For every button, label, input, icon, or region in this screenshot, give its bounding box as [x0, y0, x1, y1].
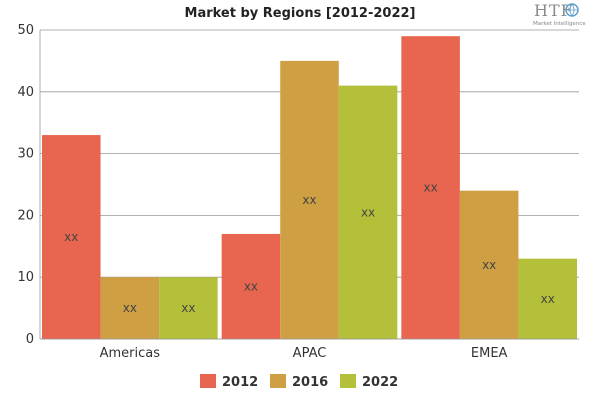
chart-title: Market by Regions [2012-2022]	[185, 6, 416, 21]
legend-swatch-2016	[270, 374, 286, 388]
x-tick-label: Americas	[100, 346, 161, 361]
y-axis: 0 10 20 30 40 50	[17, 23, 41, 347]
legend-label-2016: 2016	[292, 375, 328, 390]
bars	[42, 36, 577, 340]
bar-2012-americas	[42, 135, 101, 339]
data-label: xx	[64, 230, 78, 244]
x-axis: Americas APAC EMEA	[40, 338, 579, 361]
bar-2016-americas	[100, 277, 160, 339]
y-tick-label: 30	[17, 147, 34, 162]
y-tick-label: 10	[17, 270, 34, 285]
bar-2012-apac	[221, 233, 281, 339]
bar-2016-apac	[280, 60, 339, 340]
logo-subtext: Market Intelligence	[533, 21, 586, 27]
data-label: xx	[482, 258, 496, 272]
legend: 2012 2016 2022	[200, 374, 398, 390]
bar-2016-emea	[459, 190, 519, 339]
bar-2022-apac	[338, 85, 398, 340]
legend-label-2012: 2012	[222, 375, 258, 390]
data-label: xx	[541, 292, 555, 306]
y-tick-label: 40	[17, 85, 34, 100]
logo-text: HTF	[534, 1, 573, 20]
legend-label-2022: 2022	[362, 375, 398, 390]
x-tick-label: APAC	[293, 346, 327, 361]
y-tick-label: 50	[17, 23, 34, 38]
y-tick-label: 20	[17, 208, 34, 223]
data-label: xx	[424, 181, 438, 195]
bar-2012-emea	[401, 36, 460, 340]
data-label: xx	[123, 301, 137, 315]
x-tick-label: EMEA	[471, 346, 508, 361]
data-label: xx	[302, 193, 316, 207]
legend-swatch-2022	[340, 374, 356, 388]
data-labels: xx xx xx xx xx xx xx xx xx	[64, 181, 555, 316]
data-label: xx	[181, 301, 195, 315]
bar-2022-americas	[159, 277, 218, 339]
data-label: xx	[361, 205, 375, 219]
bar-2022-emea	[518, 258, 577, 339]
legend-swatch-2012	[200, 374, 216, 388]
data-label: xx	[244, 279, 258, 293]
htf-logo: HTF Market Intelligence	[533, 1, 586, 27]
y-tick-label: 0	[26, 332, 34, 347]
